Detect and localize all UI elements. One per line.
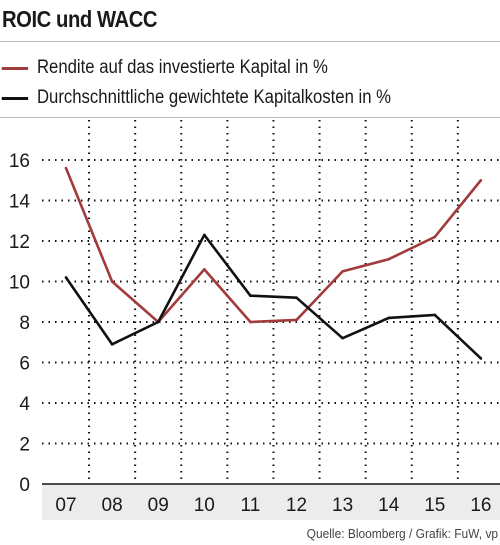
legend-swatch-roic [1,66,29,70]
data-point-roic [387,257,391,261]
x-tick-label: 08 [102,495,123,516]
y-tick-label: 8 [19,313,30,334]
legend-item-wacc: Durchschnittliche gewichtete Kapitalkost… [0,87,391,109]
data-point-roic [249,320,252,324]
x-tick-label: 15 [424,495,445,516]
data-point-roic [433,235,437,239]
data-point-wacc [433,313,437,317]
y-tick-label: 4 [19,394,30,415]
y-tick-label: 16 [9,151,30,172]
data-point-wacc [203,233,206,237]
x-axis-band [42,484,500,520]
chart-title: ROIC und WACC [2,6,158,32]
x-tick-label: 10 [194,495,215,516]
legend-label-wacc: Durchschnittliche gewichtete Kapitalkost… [36,87,392,108]
y-tick-label: 14 [9,192,31,213]
source-note: Quelle: Bloomberg / Grafik: FuW, vp [306,526,498,541]
data-point-roic [479,178,483,182]
y-tick-label: 0 [19,475,30,496]
x-tick-label: 13 [332,495,353,516]
y-tick-label: 6 [19,354,30,375]
x-tick-label: 14 [378,495,400,516]
x-tick-label: 12 [286,495,307,516]
data-point-roic [203,268,206,271]
data-point-wacc [156,320,160,324]
data-point-wacc [341,336,344,340]
x-tick-label: 11 [241,495,261,516]
legend-label-roic: Rendite auf das investierte Kapital in % [36,57,328,78]
data-point-wacc [479,357,483,360]
x-tick-label: 09 [148,495,169,516]
data-point-wacc [387,316,391,320]
data-point-wacc [295,296,298,300]
data-point-roic [110,280,114,283]
x-tick-label: 07 [55,495,76,516]
data-point-wacc [110,342,114,346]
title-divider [0,41,500,42]
data-point-roic [64,166,68,170]
series-line-wacc [64,233,482,360]
data-point-wacc [249,294,252,297]
data-point-wacc [64,276,68,279]
data-point-roic [295,318,298,322]
legend-swatch-wacc [1,96,29,100]
y-tick-label: 2 [19,435,30,456]
data-point-roic [341,270,344,273]
x-tick-label: 16 [470,495,491,516]
series-line-roic [64,167,482,324]
legend-item-roic: Rendite auf das investierte Kapital in % [0,57,328,79]
legend-divider [0,117,500,118]
y-tick-label: 12 [9,232,30,253]
y-tick-label: 10 [9,273,30,294]
